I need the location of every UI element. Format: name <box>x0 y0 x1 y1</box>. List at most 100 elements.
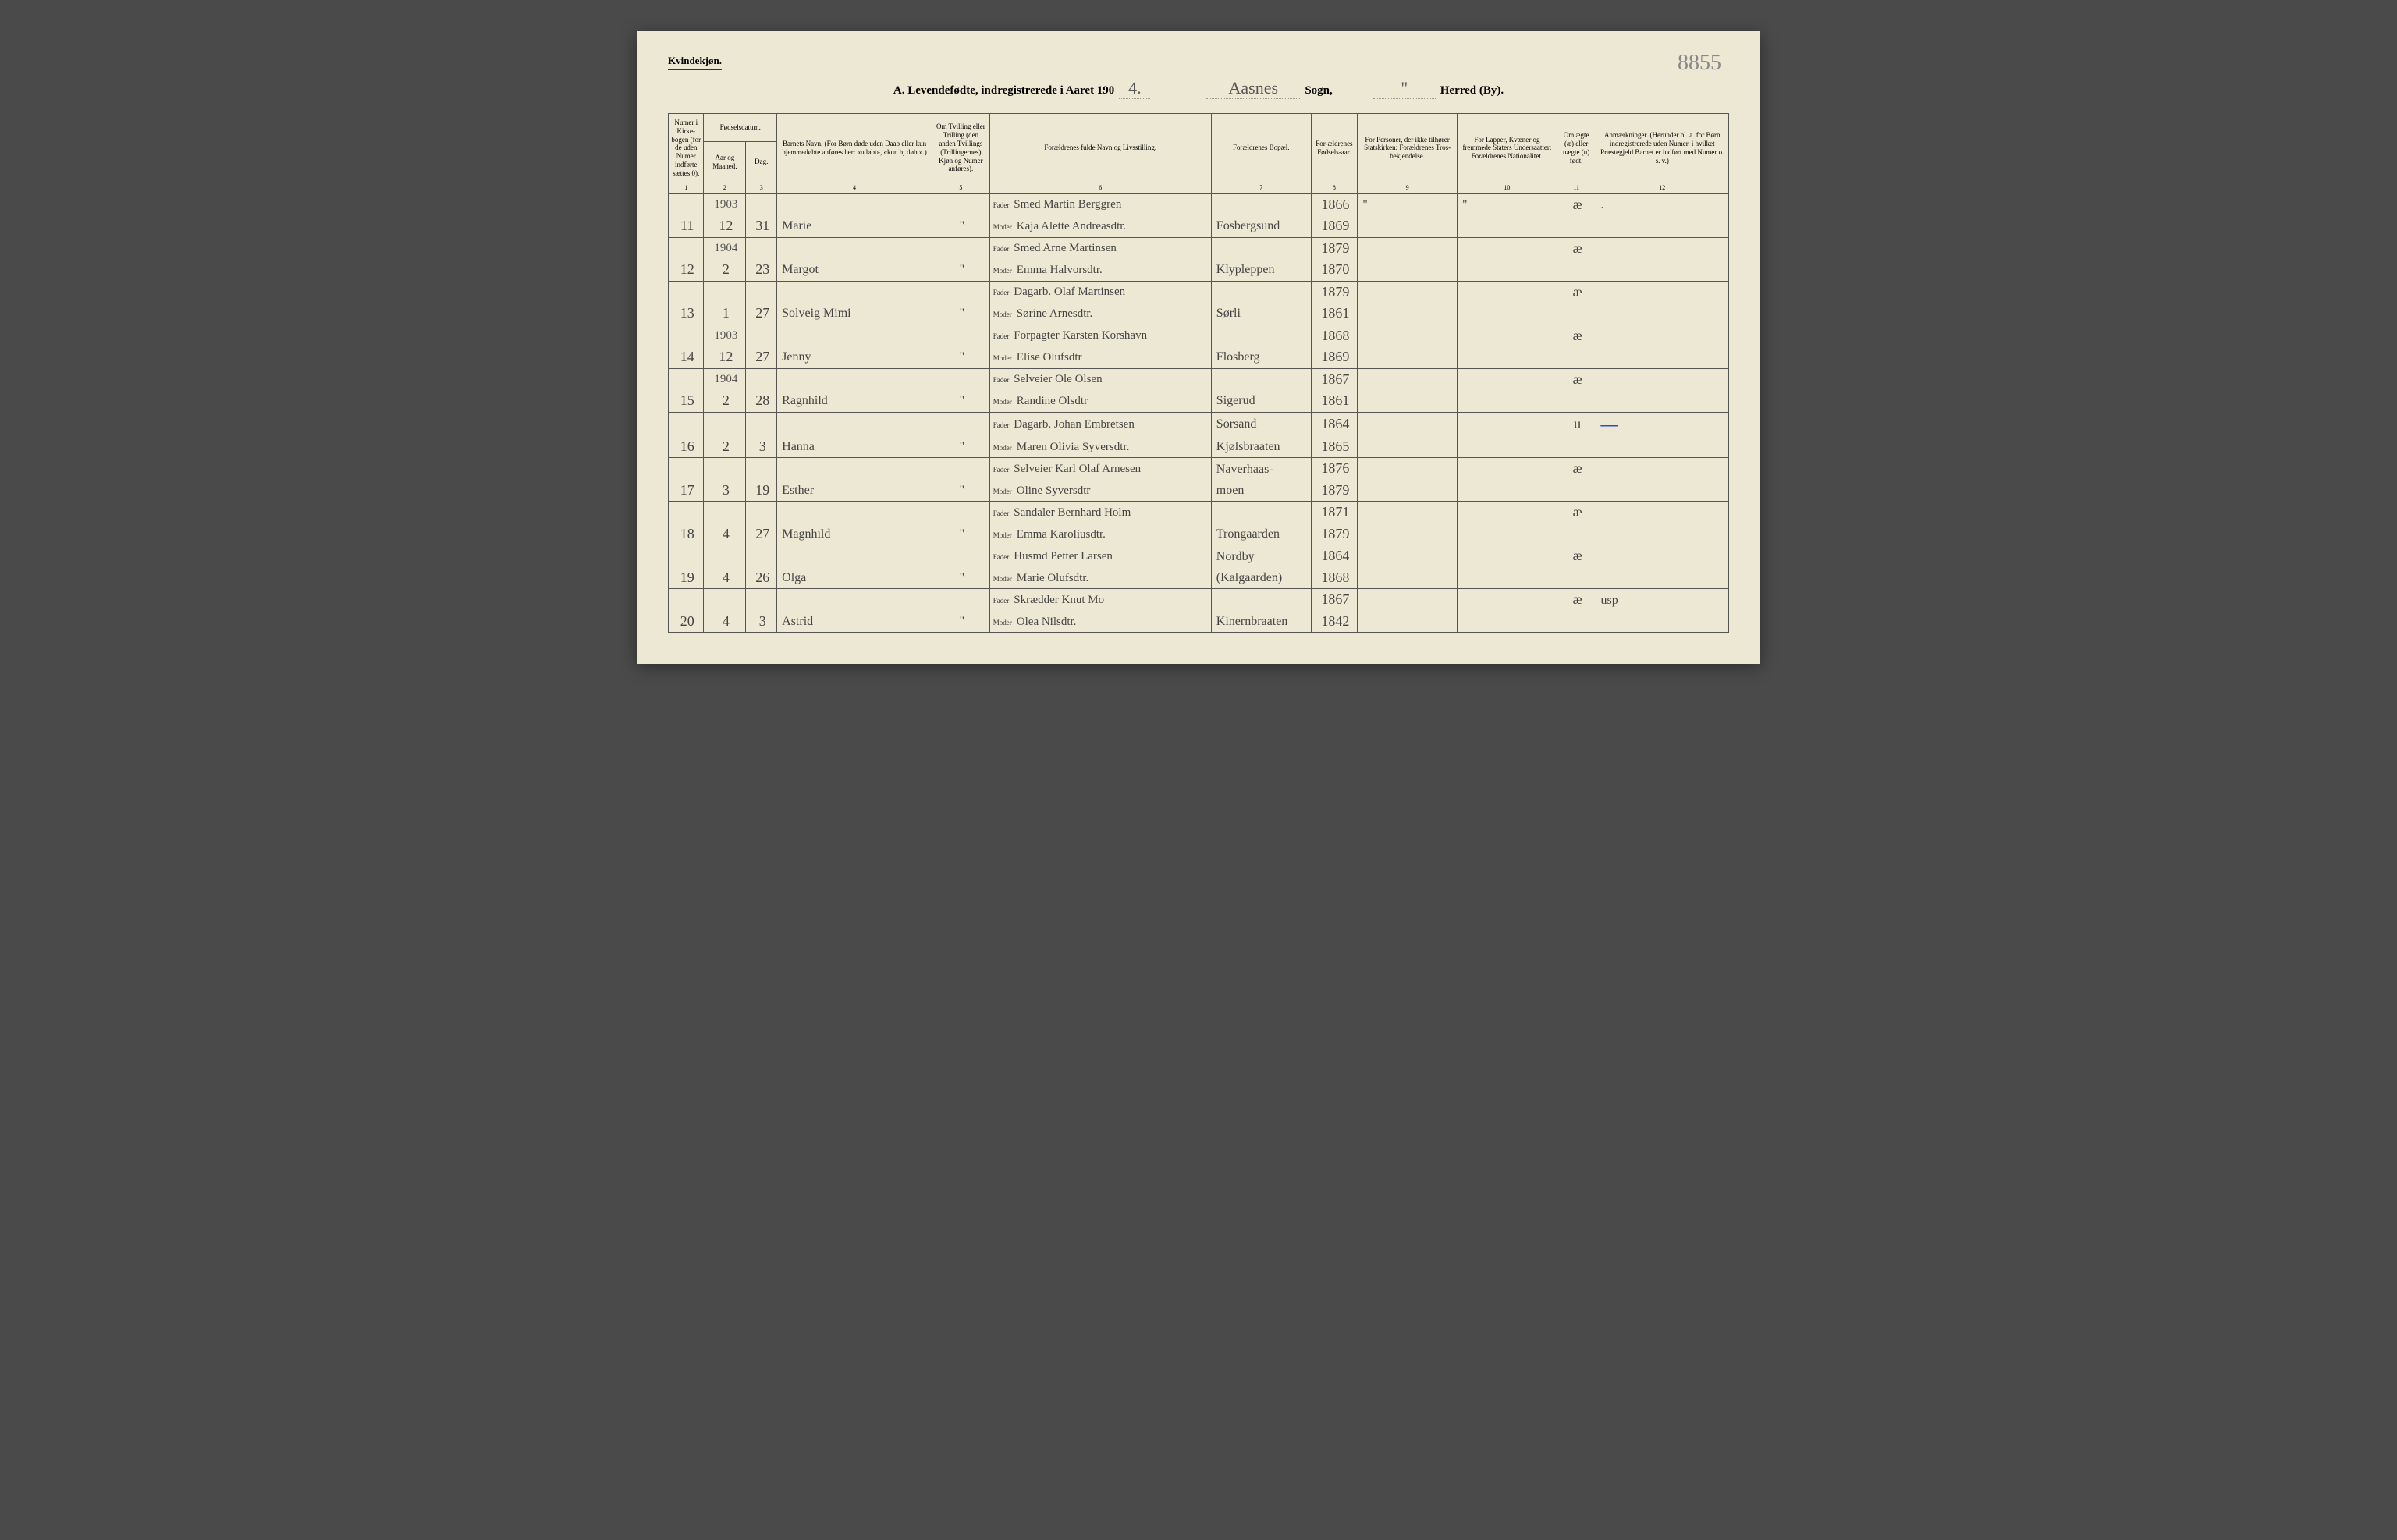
cell-month: 12 <box>704 215 746 237</box>
cell-c10 <box>1458 611 1557 633</box>
cell-c10 <box>1458 502 1557 523</box>
cell-name: Esther <box>777 480 932 502</box>
cell-remarks <box>1596 368 1728 390</box>
cell-legit <box>1557 346 1596 368</box>
sogn-value: Aasnes <box>1206 78 1300 99</box>
cell-c9 <box>1358 325 1458 346</box>
table-row: 13127Solveig Mimi"ModerSørine Arnesdtr.S… <box>669 303 1729 325</box>
table-row: FaderDagarb. Olaf Martinsen1879æ <box>669 281 1729 303</box>
cell-day: 3 <box>746 611 777 633</box>
cell-c9 <box>1358 346 1458 368</box>
cell-remarks: . <box>1596 193 1728 215</box>
cell-year-above <box>704 412 746 436</box>
cell-num <box>669 502 704 523</box>
cell-c10 <box>1458 259 1557 281</box>
table-row: FaderSelveier Karl Olaf ArnesenNaverhaas… <box>669 458 1729 480</box>
cell-year-above: 1904 <box>704 237 746 259</box>
table-row: 12223Margot"ModerEmma Halvorsdtr.Klyplep… <box>669 259 1729 281</box>
col-num: 2 <box>704 183 746 193</box>
cell-name <box>777 368 932 390</box>
cell-c10 <box>1458 325 1557 346</box>
cell-myear: 1861 <box>1311 390 1358 412</box>
cell-name: Astrid <box>777 611 932 633</box>
cell-fyear: 1879 <box>1311 237 1358 259</box>
cell-twin <box>932 458 989 480</box>
cell-bopael-f <box>1211 325 1311 346</box>
cell-myear: 1869 <box>1311 215 1358 237</box>
cell-legit: æ <box>1557 458 1596 480</box>
cell-c9 <box>1358 545 1458 567</box>
cell-name <box>777 458 932 480</box>
herred-value: " <box>1373 78 1436 99</box>
cell-twin: " <box>932 390 989 412</box>
cell-num <box>669 193 704 215</box>
cell-day: 26 <box>746 567 777 589</box>
cell-name <box>777 545 932 567</box>
cell-twin: " <box>932 480 989 502</box>
cell-c9 <box>1358 567 1458 589</box>
cell-day: 27 <box>746 346 777 368</box>
cell-c10 <box>1458 346 1557 368</box>
cell-year-above <box>704 545 746 567</box>
cell-c10 <box>1458 480 1557 502</box>
cell-remarks <box>1596 567 1728 589</box>
cell-day <box>746 325 777 346</box>
table-body: 1903FaderSmed Martin Berggren1866""æ.111… <box>669 193 1729 633</box>
cell-name <box>777 589 932 611</box>
cell-fader: FaderSandaler Bernhard Holm <box>989 502 1211 523</box>
col-num: 6 <box>989 183 1211 193</box>
cell-bopael-f <box>1211 589 1311 611</box>
cell-moder: ModerRandine Olsdtr <box>989 390 1211 412</box>
cell-moder: ModerSørine Arnesdtr. <box>989 303 1211 325</box>
cell-num <box>669 368 704 390</box>
cell-name <box>777 502 932 523</box>
cell-c9 <box>1358 502 1458 523</box>
cell-legit <box>1557 523 1596 545</box>
cell-year-above <box>704 458 746 480</box>
cell-bopael-f <box>1211 502 1311 523</box>
cell-moder: ModerElise Olufsdtr <box>989 346 1211 368</box>
cell-fyear: 1868 <box>1311 325 1358 346</box>
cell-bopael: Trongaarden <box>1211 523 1311 545</box>
cell-c9 <box>1358 237 1458 259</box>
cell-num: 17 <box>669 480 704 502</box>
cell-num <box>669 412 704 436</box>
cell-name: Margot <box>777 259 932 281</box>
cell-month: 2 <box>704 436 746 458</box>
title-prefix: A. Levendefødte, indregistrerede i Aaret… <box>893 84 1114 98</box>
col-header: Dag. <box>746 142 777 183</box>
cell-bopael: (Kalgaarden) <box>1211 567 1311 589</box>
sogn-label: Sogn, <box>1305 84 1332 98</box>
table-row: FaderDagarb. Johan EmbretsenSorsand1864u… <box>669 412 1729 436</box>
cell-num <box>669 325 704 346</box>
cell-num <box>669 237 704 259</box>
table-row: 17319Esther"ModerOline Syversdtrmoen1879 <box>669 480 1729 502</box>
cell-legit <box>1557 567 1596 589</box>
cell-remarks <box>1596 215 1728 237</box>
cell-moder: ModerOlea Nilsdtr. <box>989 611 1211 633</box>
cell-bopael: Kinernbraaten <box>1211 611 1311 633</box>
col-header: For Lapper, Kvæner og fremmede Staters U… <box>1458 114 1557 183</box>
col-num: 5 <box>932 183 989 193</box>
cell-remarks <box>1596 237 1728 259</box>
cell-twin <box>932 412 989 436</box>
cell-fader: FaderDagarb. Johan Embretsen <box>989 412 1211 436</box>
col-header: Om ægte (æ) eller uægte (u) født. <box>1557 114 1596 183</box>
cell-c10 <box>1458 215 1557 237</box>
cell-legit: æ <box>1557 281 1596 303</box>
cell-twin <box>932 502 989 523</box>
cell-twin: " <box>932 303 989 325</box>
cell-name: Solveig Mimi <box>777 303 932 325</box>
cell-legit <box>1557 480 1596 502</box>
cell-fyear: 1871 <box>1311 502 1358 523</box>
cell-day <box>746 589 777 611</box>
cell-c9 <box>1358 259 1458 281</box>
cell-fyear: 1867 <box>1311 589 1358 611</box>
cell-day <box>746 193 777 215</box>
cell-c9 <box>1358 523 1458 545</box>
cell-num: 18 <box>669 523 704 545</box>
cell-legit: æ <box>1557 237 1596 259</box>
cell-legit <box>1557 215 1596 237</box>
cell-remarks <box>1596 502 1728 523</box>
cell-legit <box>1557 259 1596 281</box>
